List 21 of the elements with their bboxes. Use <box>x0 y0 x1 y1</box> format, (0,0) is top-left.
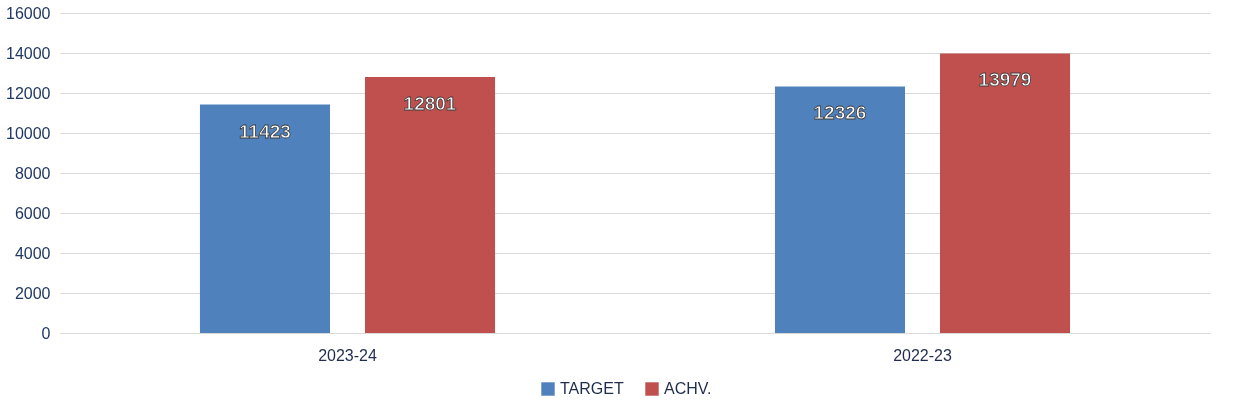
y-tick-label: 2000 <box>14 284 51 302</box>
legend-label: TARGET <box>560 380 624 397</box>
data-label: 12326 <box>813 102 867 124</box>
bar <box>774 86 906 333</box>
x-tick-label: 2023-24 <box>318 346 377 364</box>
y-tick-label: 16000 <box>6 4 51 22</box>
y-tick-label: 8000 <box>14 164 51 182</box>
y-tick-label: 6000 <box>14 204 51 222</box>
y-tick-label: 0 <box>41 324 51 342</box>
bar <box>939 53 1071 333</box>
y-tick-label: 14000 <box>6 44 51 62</box>
y-tick-label: 4000 <box>14 244 51 262</box>
x-tick-label: 2022-23 <box>893 346 952 364</box>
legend-label: ACHV. <box>664 380 712 397</box>
y-tick-label: 12000 <box>6 84 51 102</box>
data-label: 11423 <box>239 120 291 142</box>
data-label: 13979 <box>978 69 1032 91</box>
data-label: 12801 <box>403 92 457 114</box>
y-tick-label: 10000 <box>6 124 51 142</box>
bar <box>364 76 496 333</box>
bar <box>199 104 331 333</box>
